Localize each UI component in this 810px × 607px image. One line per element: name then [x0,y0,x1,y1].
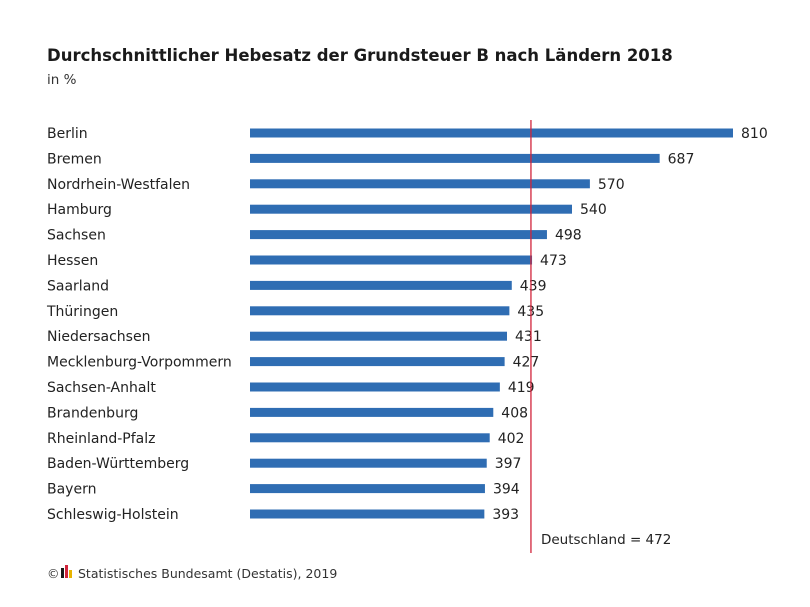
destatis-logo-icon [61,565,72,578]
category-label: Baden-Württemberg [47,456,189,472]
bar [250,230,547,240]
value-label: 393 [492,507,519,523]
category-label: Hessen [47,253,98,269]
category-label: Sachsen [47,228,106,244]
category-label: Thüringen [46,304,118,320]
value-label: 431 [515,329,542,345]
bars-group [250,128,733,519]
category-label: Hamburg [47,202,112,218]
bar [250,153,660,163]
category-label: Mecklenburg-Vorpommern [47,355,232,371]
category-label: Schleswig-Holstein [47,507,179,523]
bar [250,458,487,468]
category-label: Sachsen-Anhalt [47,380,156,396]
bar [250,179,590,189]
category-label: Saarland [47,278,109,294]
bar [250,255,533,265]
value-label: 473 [540,253,567,269]
bar [250,280,512,290]
category-label: Brandenburg [47,405,138,421]
bar [250,306,510,316]
value-label: 810 [741,126,768,142]
bar [250,204,572,214]
bar [250,331,508,341]
value-label: 427 [513,355,540,371]
copyright-symbol: © [47,566,60,581]
value-labels-group: 8106875705404984734394354314274194084023… [492,126,767,523]
chart-title: Durchschnittlicher Hebesatz der Grundste… [47,46,673,65]
category-label: Rheinland-Pfalz [47,431,155,447]
value-label: 498 [555,228,582,244]
bar [250,484,485,494]
bar [250,382,500,392]
category-label: Berlin [47,126,88,142]
category-labels-group: Berlin Bremen Nordrhein-Westfalen Hamburg Sa… [46,126,232,523]
category-label: Bremen [47,151,102,167]
value-label: 687 [668,151,695,167]
source-text: Statistisches Bundesamt (Destatis), 2019 [78,566,337,581]
bar [250,509,485,519]
value-label: 397 [495,456,522,472]
value-label: 439 [520,278,547,294]
category-label: Nordrhein-Westfalen [47,177,190,193]
category-label: Niedersachsen [47,329,150,345]
chart-subtitle: in % [47,72,77,88]
reference-line-label: Deutschland = 472 [541,532,671,548]
bar [250,128,733,138]
category-label: Bayern [47,482,96,498]
value-label: 408 [501,405,528,421]
bar [250,433,490,443]
bar [250,357,505,367]
value-label: 540 [580,202,607,218]
value-label: 570 [598,177,625,193]
value-label: 394 [493,482,520,498]
value-label: 419 [508,380,535,396]
bar [250,407,494,417]
value-label: 402 [498,431,525,447]
